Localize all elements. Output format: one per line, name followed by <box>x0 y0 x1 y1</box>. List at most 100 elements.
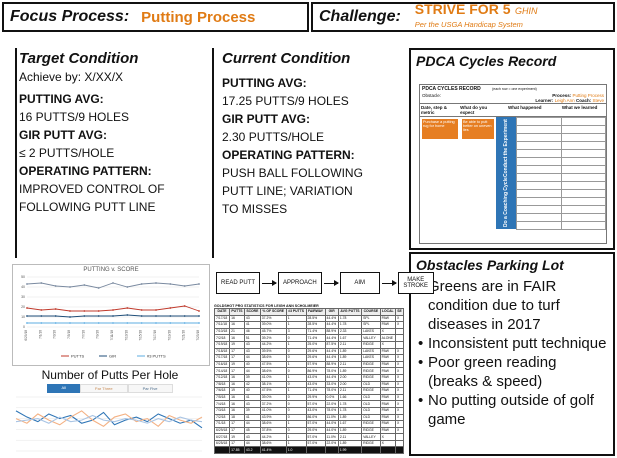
putting-chart-svg: 6/29/18 7/1/18 7/3/18 7/5/18 7/7/18 7/9/18 7/1… <box>21 275 200 359</box>
table-cell: 44 <box>243 439 261 448</box>
table-cell: 1.66 <box>337 393 363 402</box>
stats-table-panel: GOLDSHOT PRO STATISTICS FOR LEIGH ANN SC… <box>214 304 406 454</box>
x-tick-label: 7/23/18 <box>196 330 200 341</box>
table-row: 6/29/18 17 45 37.8% 0 29.0% 44.0% 1.89 RIDGE PAW X <box>214 426 404 435</box>
data-point <box>183 285 186 287</box>
y-tick-label: 30 <box>21 295 25 299</box>
table-cell: 1 <box>285 360 307 369</box>
table-row: 7/19/18 19 43 44.2% 1 25.0% 87.5% 2.11 RIDGE X <box>214 340 404 349</box>
table-cell: X <box>379 327 397 336</box>
data-point <box>83 322 86 324</box>
table-cell: X <box>395 321 404 329</box>
table-cell: SPL <box>361 314 381 323</box>
stats-header-cell: #3 PUTTS <box>285 308 307 316</box>
table-cell: 39.5% <box>259 347 287 356</box>
table-cell: 0 <box>285 334 307 342</box>
table-cell: 47.5% <box>259 387 287 395</box>
table-cell: X <box>395 354 404 362</box>
table-cell: VALLEY <box>361 334 381 342</box>
data-point <box>126 307 129 309</box>
table-cell <box>361 446 381 454</box>
challenge-header: Challenge: STRIVE FOR 5 GHIN Per the USG… <box>311 2 615 32</box>
obstacles-panel: Obstacles Parking Lot Greens are in FAIR… <box>409 252 615 456</box>
data-point <box>97 287 100 289</box>
table-cell: 2.11 <box>337 433 363 441</box>
table-cell: 33.0% <box>324 380 339 389</box>
putts-chart-title: Number of Putts Per Hole <box>41 368 179 382</box>
pdca-learner-value: Leigh Ann <box>554 98 575 103</box>
table-cell: 43.2 <box>243 446 261 454</box>
table-cell: 6/27/18 <box>214 433 231 441</box>
data-point <box>69 310 71 312</box>
table-cell: 0 <box>285 400 307 408</box>
table-row: 7/5/18 16 41 39.0% 0 29.9% 0.0% 1.66 OLD PAW X <box>214 393 404 402</box>
data-point <box>169 307 172 309</box>
flow-arrow <box>323 279 339 286</box>
table-cell: 40 <box>243 387 261 395</box>
table-cell: ALONE <box>379 334 397 342</box>
table-cell: OLD <box>361 413 381 422</box>
table-cell: 0 <box>285 406 307 415</box>
table-cell: 1.89 <box>337 354 363 362</box>
table-cell: 1 <box>285 387 307 395</box>
data-point <box>40 309 43 311</box>
table-cell: X <box>395 380 404 389</box>
table-cell: 0 <box>285 393 307 402</box>
stats-header-cell: SCORE <box>243 308 261 316</box>
x-tick-label: 7/3/18 <box>53 330 57 339</box>
table-cell: 2.11 <box>337 360 363 369</box>
tab-par-five[interactable]: Par Five <box>127 384 173 393</box>
legend-label: #3 PUTTS <box>147 354 166 359</box>
pdca-col-date: Date, step & metric <box>421 105 448 115</box>
table-cell: 7/4/18 <box>214 400 231 408</box>
table-cell: PAW <box>379 413 397 422</box>
tab-par-three[interactable]: Par Three <box>79 384 128 393</box>
data-point <box>126 322 129 324</box>
table-cell: X <box>395 413 404 422</box>
pdca-panel: PDCA Cycles Record PDCA CYCLES RECORD (e… <box>409 48 615 250</box>
table-cell: 29.0% <box>305 426 326 435</box>
data-point <box>183 305 186 307</box>
table-cell: X <box>395 367 404 375</box>
y-tick-label: 50 <box>21 275 25 279</box>
table-cell: 43 <box>243 433 261 441</box>
putts-per-hole-chart: Number of Putts Per Hole All Par Three P… <box>12 368 208 456</box>
putting-score-chart: PUTTING v. SCORE 6/29/18 7/1/18 7/3/18 7/5/… <box>12 264 210 366</box>
table-cell: 1.67 <box>337 420 363 428</box>
table-row: 7/6/18 19 40 47.5% 1 71.4% 78.0% 2.11 RIDGE PAW X <box>214 387 404 395</box>
table-cell: 38.6% <box>259 439 287 448</box>
table-cell: 1.78 <box>337 400 363 408</box>
table-cell: OLD <box>361 380 381 389</box>
pdca-coaching-cycle-band: Do a Coaching Cycle Conduct the Experime… <box>496 117 516 229</box>
x-tick-label: 7/11/18 <box>110 330 114 341</box>
table-row: 7/8/18 16 42 38.1% 0 43.0% 33.0% 2.00 OLD PAW X <box>214 380 404 389</box>
table-cell: 37.2% <box>259 314 287 323</box>
tab-all[interactable]: All <box>47 384 80 393</box>
table-cell: 19 <box>229 387 245 395</box>
table-cell: 41.0% <box>259 373 287 382</box>
table-cell: 41.0% <box>259 406 287 415</box>
table-cell: 0 <box>285 426 307 435</box>
data-point <box>26 307 28 309</box>
target-condition-panel: Target Condition Achieve by: X/XX/X PUTT… <box>15 48 212 263</box>
table-cell <box>395 433 404 441</box>
table-cell: X <box>395 420 404 428</box>
current-gir-label: GIR PUTT AVG: <box>222 112 310 126</box>
table-cell <box>395 334 404 342</box>
stats-header-cell: FAIRWAY <box>305 308 326 316</box>
challenge-label: Challenge: <box>319 8 401 25</box>
table-cell: X <box>395 373 404 382</box>
flow-step-read-putt: READ PUTT <box>216 272 261 294</box>
table-cell: RIDGE <box>361 387 381 395</box>
table-cell: 43 <box>243 340 261 349</box>
table-cell: 71.4% <box>305 327 326 336</box>
table-cell: PAW <box>379 367 397 375</box>
table-cell: 78.0% <box>324 367 339 375</box>
table-cell: RIDGE <box>361 340 381 349</box>
table-cell: 38.6% <box>259 420 287 428</box>
data-point <box>69 322 71 324</box>
table-cell: 1.78 <box>337 321 363 329</box>
current-pattern-line1: PUSH BALL FOLLOWING <box>222 166 363 180</box>
table-cell: 0 <box>285 367 307 375</box>
table-cell: 44.4% <box>324 373 339 382</box>
